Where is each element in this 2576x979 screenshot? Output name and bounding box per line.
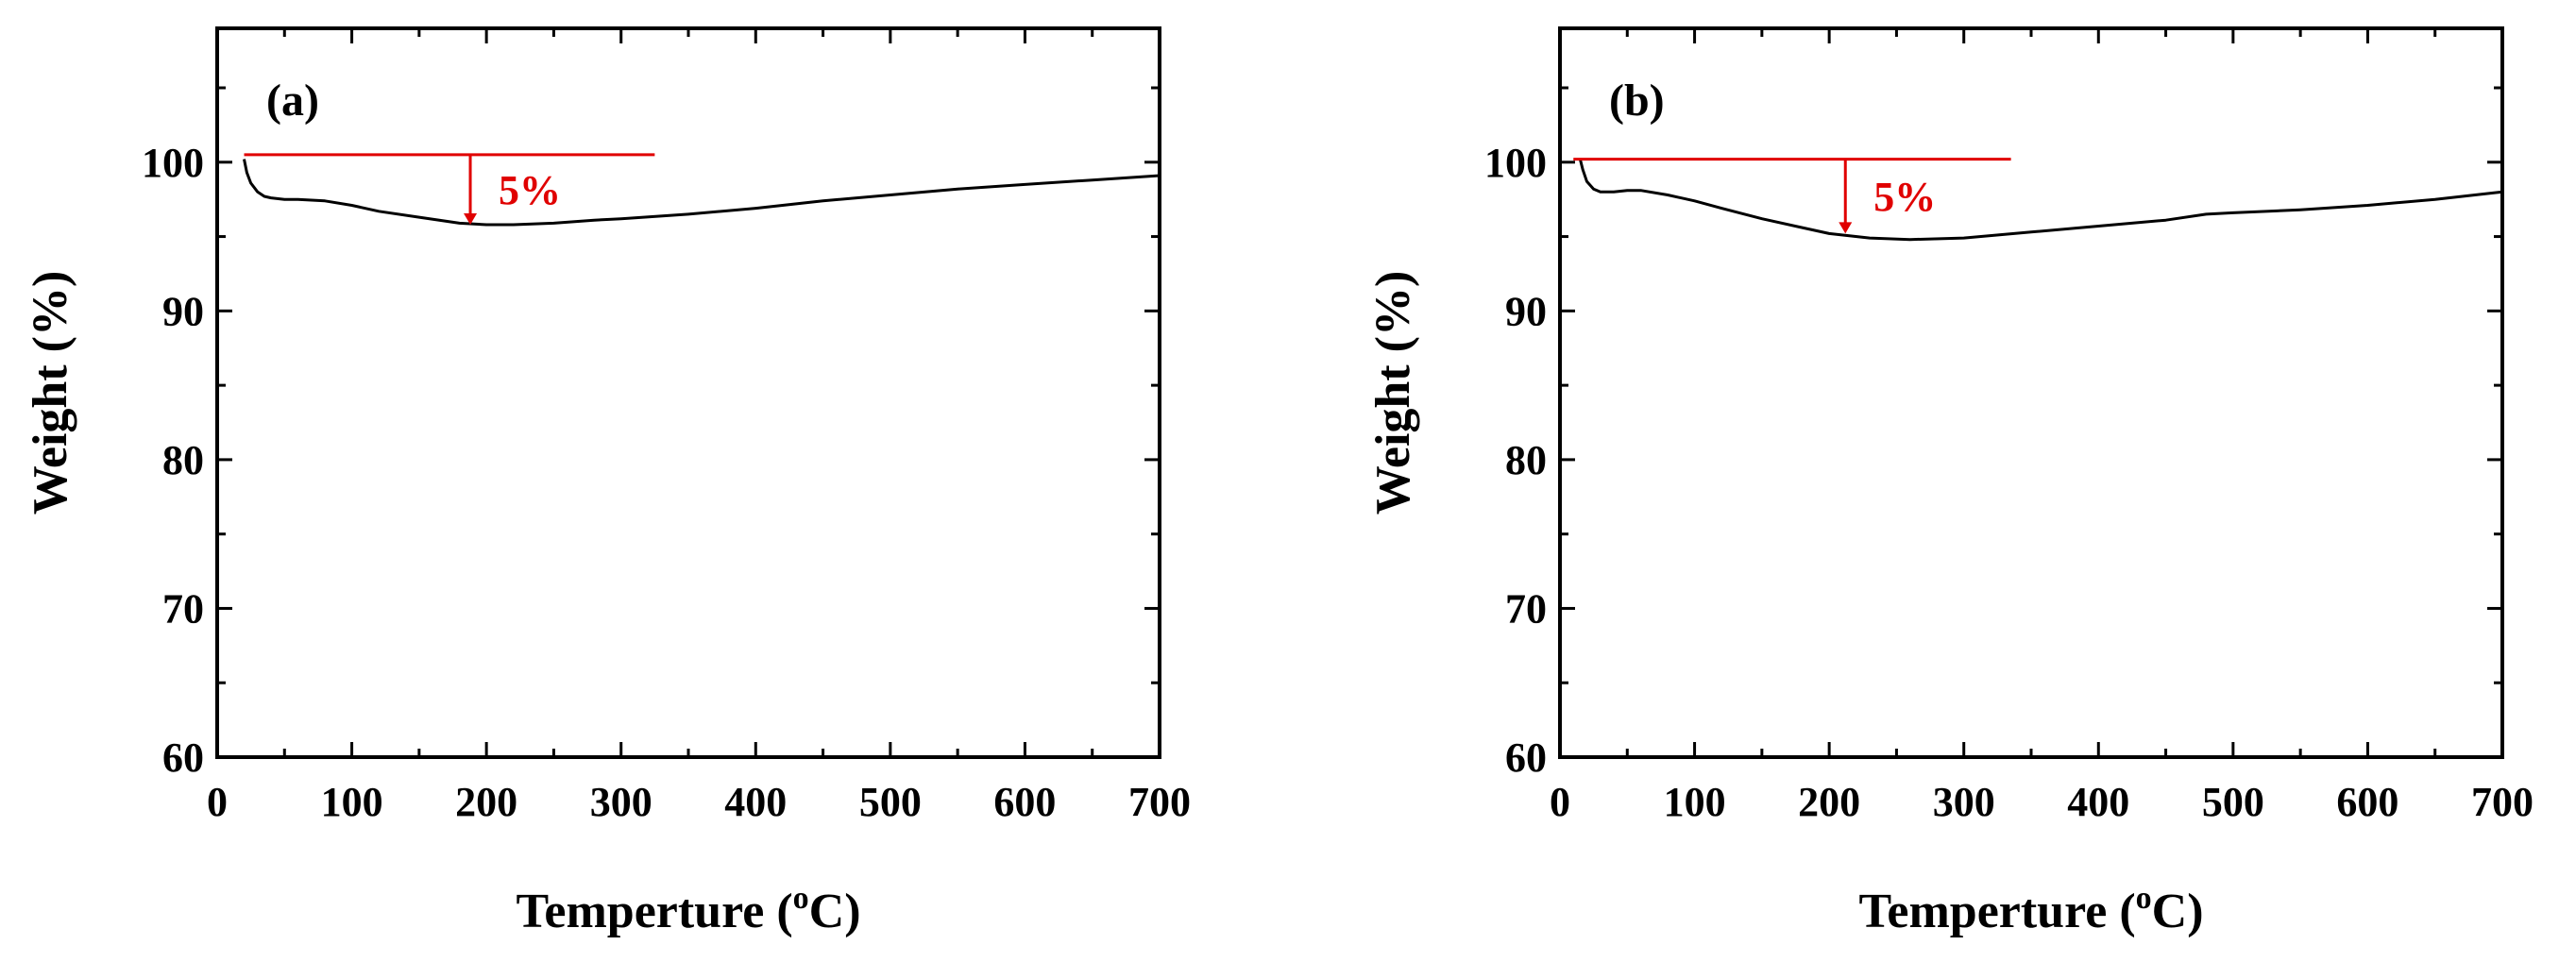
y-tick-label: 90 [162, 288, 204, 334]
x-tick-label: 400 [724, 779, 787, 825]
y-tick-label: 70 [1505, 585, 1547, 632]
x-axis-title-unit: C) [809, 885, 861, 938]
y-tick-label: 60 [162, 734, 204, 781]
x-axis-title-unit: C) [2152, 885, 2204, 938]
x-tick-label: 400 [2067, 779, 2129, 825]
y-axis-title: Weight (%) [24, 271, 77, 515]
x-axis-title-main: Temperture ( [516, 885, 792, 938]
x-tick-label: 700 [2471, 779, 2534, 825]
x-tick-label: 200 [1798, 779, 1860, 825]
x-tick-label: 0 [207, 779, 228, 825]
y-tick-label: 80 [162, 437, 204, 483]
series-line-0 [243, 159, 1161, 227]
x-tick-label: 500 [2202, 779, 2264, 825]
y-tick-label: 100 [1484, 140, 1547, 186]
x-tick-label: 100 [321, 779, 383, 825]
x-axis-title-main: Temperture ( [1858, 885, 2135, 938]
chart-panel-b: 0 100 200 300 400 500 600 700 60 70 80 90 100 Tempert… [1366, 26, 2534, 938]
drop-arrow-head [1839, 222, 1853, 234]
y-tick-label: 60 [1505, 734, 1547, 781]
panel-label: (a) [266, 76, 319, 126]
x-tick-label: 300 [590, 779, 652, 825]
chart-panel-a: 0 100 200 300 400 500 600 700 60 70 80 90 100 Tempert… [24, 26, 1191, 938]
y-tick-label: 80 [1505, 437, 1547, 483]
plot-frame [1558, 26, 2504, 759]
x-tick-label: 600 [993, 779, 1056, 825]
drop-arrow-head [464, 212, 478, 225]
x-tick-label: 100 [1664, 779, 1726, 825]
plot-frame [215, 26, 1161, 759]
series-line-0 [1578, 159, 2503, 242]
x-axis-title-superscript: o [2136, 881, 2152, 916]
drop-label: 5% [1873, 174, 1936, 220]
x-tick-label: 0 [1550, 779, 1570, 825]
x-axis-title: Temperture (oC) [1858, 881, 2203, 938]
y-tick-label: 90 [1505, 288, 1547, 334]
panel-label: (b) [1609, 76, 1665, 126]
y-axis-title: Weight (%) [1366, 271, 1420, 515]
x-tick-label: 200 [455, 779, 517, 825]
drop-label: 5% [499, 167, 561, 213]
x-tick-label: 300 [1933, 779, 1995, 825]
x-axis-title-superscript: o [793, 881, 809, 916]
x-tick-label: 600 [2336, 779, 2398, 825]
x-axis-title: Temperture (oC) [516, 881, 860, 938]
x-tick-label: 700 [1128, 779, 1191, 825]
y-tick-label: 100 [142, 140, 204, 186]
x-tick-label: 500 [859, 779, 922, 825]
y-tick-label: 70 [162, 585, 204, 632]
